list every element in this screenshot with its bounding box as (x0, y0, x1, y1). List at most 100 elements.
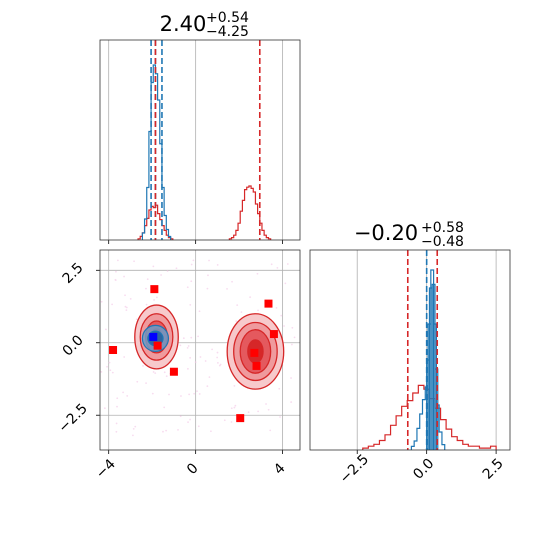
joint-sample-dot (280, 314, 283, 317)
histogram-param1 (99, 39, 301, 244)
joint-sample-dot (136, 380, 139, 383)
title-param1: 2.40 (160, 12, 207, 36)
joint-sample-dot (186, 346, 189, 349)
joint-sample-dot (109, 369, 112, 372)
joint-sample-dot (267, 408, 270, 411)
joint-sample-dot (236, 304, 239, 307)
joint-sample-dot (283, 325, 285, 327)
joint-sample-dot (230, 421, 233, 423)
joint-sample-dot (204, 360, 207, 362)
joint-sample-dot (290, 401, 293, 403)
joint-sample-dot (275, 306, 278, 309)
joint-sample-dot (182, 337, 185, 340)
joint-sample-dot (162, 430, 164, 433)
joint-sample-dot (103, 407, 106, 410)
joint-sample-dot (116, 405, 118, 408)
hist1-blue-series (141, 64, 172, 240)
joint-sample-dot (269, 429, 272, 432)
joint-sample-dot (168, 393, 170, 396)
joint-sample-dot (160, 274, 162, 276)
joint-red-marker (252, 361, 261, 370)
hist1-frame (99, 39, 301, 241)
hist2-xtick-label: 2.5 (480, 456, 507, 483)
joint-sample-dot (125, 309, 128, 312)
joint-sample-dot (124, 305, 127, 308)
joint-sample-dot (198, 310, 201, 313)
joint-sample-dot (206, 385, 209, 388)
joint-sample-dot (291, 326, 294, 329)
title-param1-sup: +0.54 (206, 10, 249, 26)
joint-sample-dot (145, 287, 147, 290)
joint-xtick-label: −4 (93, 456, 119, 482)
joint-frame (99, 249, 301, 451)
joint-sample-dot (208, 259, 210, 262)
joint-sample-dot (270, 263, 273, 266)
joint-sample-dot (265, 403, 267, 405)
joint-sample-dot (197, 425, 200, 428)
joint-sample-dot (233, 384, 236, 387)
joint-sample-dot (199, 356, 202, 358)
joint-sample-dot (233, 406, 236, 409)
joint-sample-dot (189, 418, 191, 421)
joint-sample-dot (190, 280, 193, 283)
joint-sample-dot (135, 318, 138, 321)
joint-sample-dot (151, 392, 154, 395)
joint-sample-dot (188, 393, 191, 396)
hist2-xtick-label: 0.0 (410, 456, 437, 483)
joint-sample-dot (133, 260, 135, 263)
joint-red-marker (269, 330, 278, 339)
joint-ytick-label: 2.5 (60, 260, 87, 287)
title-param2-sup: +0.58 (421, 220, 464, 236)
joint-sample-dot (100, 370, 103, 373)
joint-sample-dot (152, 371, 155, 373)
joint-sample-dot (179, 344, 182, 347)
joint-sample-dot (190, 336, 193, 339)
hist2-blue-series (410, 269, 446, 450)
joint-sample-dot (186, 286, 189, 289)
joint-sample-dot (116, 259, 119, 262)
joint-sample-dot (166, 270, 169, 272)
joint-sample-dot (197, 335, 199, 338)
title-param1-sub: −4.25 (206, 24, 249, 40)
joint-sample-dot (284, 282, 287, 285)
joint-sample-dot (187, 345, 190, 347)
joint-sample-dot (100, 300, 103, 303)
joint-sample-dot (211, 348, 213, 351)
joint-red-marker (150, 285, 159, 294)
joint-sample-dot (163, 371, 166, 374)
joint-sample-dot (155, 296, 158, 299)
hist1-grid (108, 40, 284, 240)
joint-sample-dot (132, 427, 135, 430)
joint-sample-dot (276, 266, 279, 269)
hist1-red-series (137, 185, 272, 240)
joint-sample-dot (249, 296, 252, 299)
joint-sample-dot (257, 309, 259, 312)
joint-sample-dot (125, 306, 128, 309)
joint-sample-dot (286, 263, 289, 265)
joint-ytick-label: 0.0 (60, 332, 87, 359)
histogram-param2: −2.5 0.0 2.5 (309, 249, 511, 487)
joint-ytick-label: −2.5 (55, 401, 90, 436)
joint-sample-dot (126, 395, 129, 397)
joint-sample-dot (106, 365, 108, 368)
joint-sample-dot (190, 263, 193, 266)
hist2-xtick-label: −2.5 (337, 451, 372, 486)
joint-sample-dot (218, 364, 221, 367)
joint-xtick-label: 0 (184, 460, 202, 478)
joint-sample-dot (256, 272, 259, 275)
joint-sample-dot (142, 365, 144, 367)
joint-sample-dot (230, 407, 233, 410)
title-param2-main: −0.20 (354, 221, 418, 245)
joint-sample-dot (223, 419, 226, 422)
joint-sample-dot (207, 274, 209, 277)
joint-sample-dot (234, 404, 237, 407)
joint-sample-dot (189, 303, 192, 306)
joint-sample-dot (206, 287, 209, 290)
joint-sample-dot (226, 287, 228, 290)
joint-sample-dot (247, 411, 250, 414)
joint-sample-dot (123, 275, 125, 278)
joint-sample-dot (278, 387, 281, 390)
joint-sample-dot (192, 259, 195, 262)
joint-sample-dot (132, 434, 134, 437)
joint-sample-dot (193, 392, 196, 395)
